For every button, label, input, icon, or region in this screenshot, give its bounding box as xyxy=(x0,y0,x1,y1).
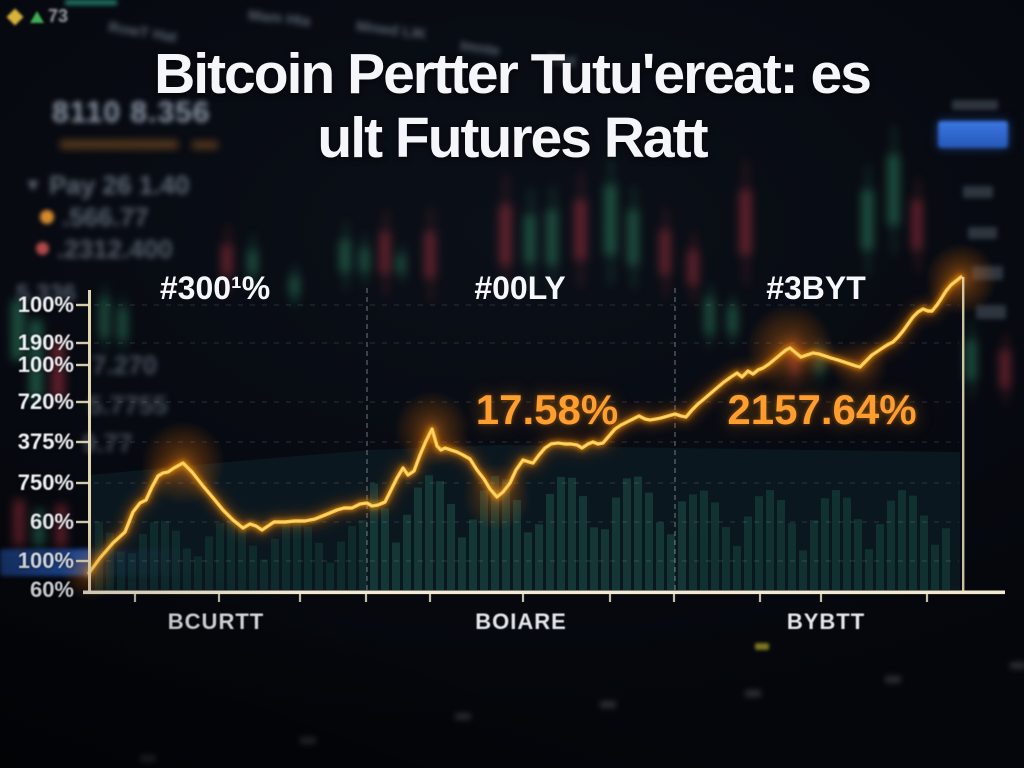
y-axis-label: 100% xyxy=(17,292,74,317)
y-axis-label: 60% xyxy=(29,577,74,602)
y-axis-label: 375% xyxy=(17,429,74,454)
section-header: #3BYT xyxy=(766,270,866,306)
title-line-2: ult Futures Ratt xyxy=(317,106,708,170)
section-value: 17.58% xyxy=(475,386,619,433)
page-title: Bitcoin Pertter Tutu'ereat: es ult Futur… xyxy=(0,42,1024,170)
section-value: 2157.64% xyxy=(727,386,917,433)
y-axis-label: 100% xyxy=(17,352,74,377)
x-axis-label: BOIARE xyxy=(475,609,567,634)
y-axis-label: 60% xyxy=(29,509,74,534)
title-line-1: Bitcoin Pertter Tutu'ereat: es xyxy=(154,42,872,106)
x-axis-label: BCURTT xyxy=(167,609,265,634)
y-axis-label: 750% xyxy=(17,470,74,495)
section-header: #300¹% xyxy=(159,270,271,306)
y-axis-label: 100% xyxy=(17,548,74,573)
y-axis-label: 720% xyxy=(17,389,74,414)
section-header: #00LY xyxy=(474,270,566,306)
x-axis-label: BYBTT xyxy=(786,609,866,634)
